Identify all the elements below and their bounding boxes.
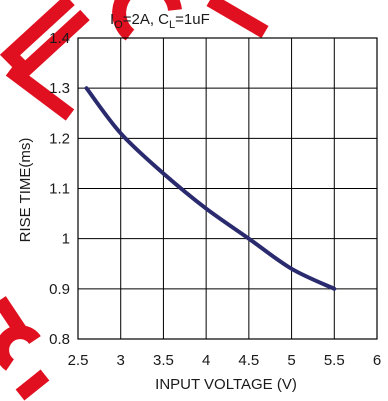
y-tick-labels: 0.8 0.9 1 1.1 1.2 1.3 1.4 <box>49 30 70 348</box>
x-tick-labels: 2.5 3 3.5 4 4.5 5 5.5 6 <box>68 352 382 369</box>
watermark-stroke-5 <box>0 296 26 334</box>
x-tick-label-3: 4 <box>202 352 210 369</box>
y-tick-label-4: 1.2 <box>49 130 70 147</box>
plot-frame <box>77 37 378 340</box>
x-tick-label-4: 4.5 <box>238 352 259 369</box>
watermark-stroke-2 <box>5 64 75 121</box>
watermark-stroke-6 <box>0 325 41 371</box>
x-tick-label-2: 3.5 <box>153 352 174 369</box>
title-part-1: I <box>110 11 114 28</box>
x-axis-label: INPUT VOLTAGE (V) <box>155 376 297 393</box>
y-tick-label-5: 1.3 <box>49 80 70 97</box>
chart-title: IO=2A, CL=1uF <box>110 11 210 31</box>
title-part-3: =1uF <box>175 11 210 28</box>
watermark-stroke-3 <box>112 0 182 41</box>
title-sub-1: O <box>114 19 123 31</box>
x-tick-label-1: 3 <box>117 352 125 369</box>
title-sub-2: L <box>169 19 175 31</box>
y-tick-label-2: 1 <box>62 231 70 248</box>
y-tick-label-0: 0.8 <box>49 331 70 348</box>
watermark-shapes <box>0 0 269 401</box>
y-tick-label-1: 0.9 <box>49 281 70 298</box>
series-line-0 <box>84 86 337 291</box>
y-tick-label-6: 1.4 <box>49 30 70 47</box>
chart-series <box>84 86 337 291</box>
x-tick-label-5: 5 <box>287 352 295 369</box>
x-tick-label-6: 5.5 <box>324 352 345 369</box>
watermark-stroke-1 <box>0 0 90 80</box>
watermark-stroke-7 <box>15 369 50 401</box>
y-axis-label: RISE TIME(ms) <box>17 138 34 243</box>
title-part-2: =2A, C <box>123 11 169 28</box>
chart-grid <box>77 37 378 340</box>
watermark-stroke-4 <box>206 0 269 39</box>
x-tick-label-0: 2.5 <box>68 352 89 369</box>
x-tick-label-7: 6 <box>373 352 381 369</box>
y-tick-label-3: 1.1 <box>49 181 70 198</box>
